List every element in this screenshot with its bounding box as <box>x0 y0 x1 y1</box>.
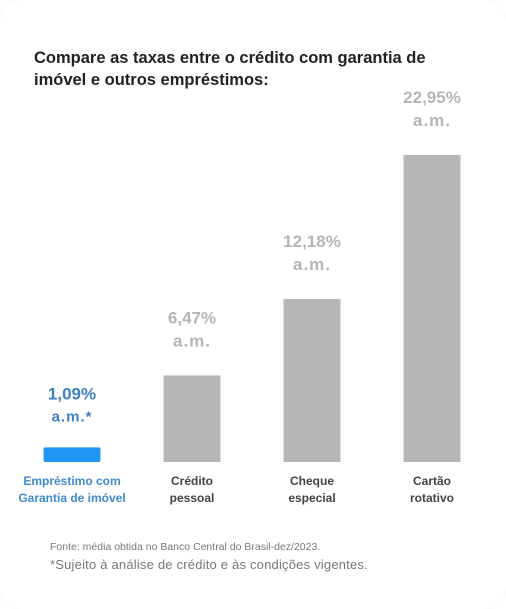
category-label-3-0: Cartão <box>413 474 451 488</box>
source-footnote: Fonte: média obtida no Banco Central do … <box>50 541 321 553</box>
value-unit-2: a.m. <box>293 255 331 274</box>
value-unit-3: a.m. <box>413 111 451 130</box>
bar-3 <box>403 155 461 462</box>
value-label-3: 22,95% <box>403 88 461 107</box>
category-label-1-0: Crédito <box>171 474 213 488</box>
value-unit-0: a.m.* <box>52 408 93 425</box>
category-label-2-0: Cheque <box>290 474 334 488</box>
bar-1 <box>163 375 221 462</box>
bar-0 <box>43 447 101 462</box>
category-label-0-0: Empréstimo com <box>23 474 120 488</box>
value-unit-1: a.m. <box>173 331 211 350</box>
value-label-1: 6,47% <box>168 308 216 327</box>
chart-title: Compare as taxas entre o crédito com gar… <box>34 49 426 89</box>
value-label-2: 12,18% <box>283 232 341 251</box>
category-label-0-1: Garantia de imóvel <box>18 491 125 505</box>
value-label-0: 1,09% <box>48 384 96 403</box>
disclaimer-footnote: *Sujeito à análise de crédito e às condi… <box>50 557 368 572</box>
category-label-2-1: especial <box>288 491 335 505</box>
category-label-3-1: rotativo <box>410 491 454 505</box>
bar-2 <box>283 299 341 462</box>
category-label-1-1: pessoal <box>170 491 215 505</box>
